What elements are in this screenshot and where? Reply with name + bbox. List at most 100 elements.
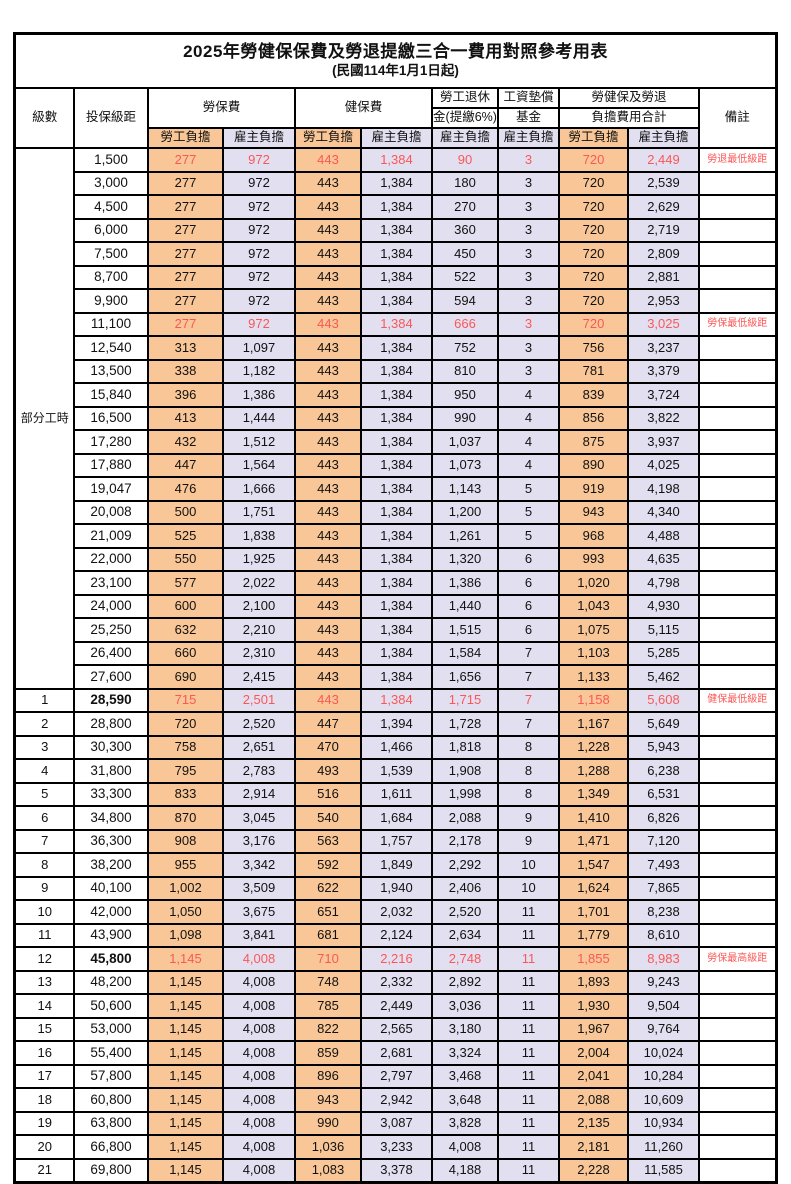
health-employee-cell: 493 (293, 758, 362, 784)
total-employee-cell: 2,228 (557, 1157, 629, 1184)
total-employer-cell: 3,822 (626, 405, 700, 431)
level-cell: 4 (13, 758, 75, 784)
remark-cell (697, 805, 778, 831)
labor-employee-cell: 277 (146, 194, 224, 220)
labor-employee-cell: 758 (146, 734, 224, 760)
health-employer-cell: 1,849 (359, 852, 433, 878)
bracket-cell: 28,590 (72, 687, 149, 713)
total-employer-cell: 3,237 (626, 335, 700, 361)
health-employee-cell: 443 (293, 217, 362, 243)
total-employer-cell: 9,764 (626, 1016, 700, 1042)
health-employer-cell: 1,611 (359, 781, 433, 807)
health-employer-cell: 1,384 (359, 147, 433, 173)
subheader-total-employee: 勞工負擔 (557, 127, 629, 149)
labor-employer-cell: 972 (221, 147, 296, 173)
health-employer-cell: 1,539 (359, 758, 433, 784)
wage-fund-employer-cell: 11 (496, 1063, 560, 1089)
table-row: 13,500 338 1,182 443 1,384 810 3 781 3,379 (15, 358, 778, 384)
health-employer-cell: 3,378 (359, 1157, 433, 1184)
total-employer-cell: 2,809 (626, 241, 700, 267)
pension-employer-cell: 1,998 (430, 781, 499, 807)
bracket-cell: 9,900 (72, 288, 149, 314)
health-employee-cell: 592 (293, 852, 362, 878)
level-cell: 9 (13, 875, 75, 901)
health-employer-cell: 1,384 (359, 311, 433, 337)
labor-employee-cell: 277 (146, 147, 224, 173)
pension-employer-cell: 2,406 (430, 875, 499, 901)
health-employer-cell: 1,384 (359, 546, 433, 572)
pension-employer-cell: 810 (430, 358, 499, 384)
total-employee-cell: 856 (557, 405, 629, 431)
total-employee-cell: 1,167 (557, 711, 629, 737)
table-row: 3,000 277 972 443 1,384 180 3 720 2,539 (15, 170, 778, 196)
total-employee-cell: 720 (557, 288, 629, 314)
level-cell: 21 (13, 1157, 75, 1184)
table-row: 21,009 525 1,838 443 1,384 1,261 5 968 4,488 (15, 523, 778, 549)
labor-employer-cell: 1,925 (221, 546, 296, 572)
level-cell: 11 (13, 922, 75, 948)
remark-cell (697, 382, 778, 408)
pension-employer-cell: 180 (430, 170, 499, 196)
health-employer-cell: 2,124 (359, 922, 433, 948)
header-row-2: 金(提繳6%) 基金 負擔費用合計 (15, 107, 776, 129)
health-employee-cell: 443 (293, 617, 362, 643)
labor-employer-cell: 1,386 (221, 382, 296, 408)
health-employee-cell: 443 (293, 546, 362, 572)
labor-employee-cell: 600 (146, 593, 224, 619)
labor-employer-cell: 2,310 (221, 640, 296, 666)
health-employee-cell: 443 (293, 335, 362, 361)
header-remark: 備註 (697, 87, 778, 149)
health-employer-cell: 1,384 (359, 593, 433, 619)
level-cell: 2 (13, 711, 75, 737)
labor-employer-cell: 3,841 (221, 922, 296, 948)
level-cell: 8 (13, 852, 75, 878)
bracket-cell: 40,100 (72, 875, 149, 901)
table-row: 4,500 277 972 443 1,384 270 3 720 2,629 (15, 194, 778, 220)
labor-employer-cell: 3,176 (221, 828, 296, 854)
pension-employer-cell: 1,386 (430, 570, 499, 596)
remark-cell (697, 405, 778, 431)
bracket-cell: 7,500 (72, 241, 149, 267)
total-employer-cell: 10,609 (626, 1087, 700, 1113)
fee-table: 2025年勞健保保費及勞退提繳三合一費用對照參考用表 (民國114年1月1日起)… (13, 32, 778, 1184)
health-employer-cell: 2,449 (359, 993, 433, 1019)
remark-cell (697, 617, 778, 643)
labor-employee-cell: 1,145 (146, 946, 224, 972)
remark-cell: 勞保最低級距 (697, 311, 778, 337)
table-row: 17,280 432 1,512 443 1,384 1,037 4 875 3,937 (15, 429, 778, 455)
table-row: 6 34,800 870 3,045 540 1,684 2,088 9 1,410 6,826 (13, 805, 778, 831)
table-row: 10 42,000 1,050 3,675 651 2,032 2,520 11 1,701 8,… (13, 899, 778, 925)
labor-employee-cell: 447 (146, 452, 224, 478)
labor-employer-cell: 3,045 (221, 805, 296, 831)
total-employee-cell: 720 (557, 194, 629, 220)
remark-cell (697, 1040, 778, 1066)
level-cell: 16 (13, 1040, 75, 1066)
health-employee-cell: 1,036 (293, 1134, 362, 1160)
pension-employer-cell: 1,818 (430, 734, 499, 760)
labor-employee-cell: 1,145 (146, 1110, 224, 1136)
labor-employer-cell: 972 (221, 194, 296, 220)
wage-fund-employer-cell: 3 (496, 147, 560, 173)
total-employee-cell: 1,701 (557, 899, 629, 925)
labor-employer-cell: 1,564 (221, 452, 296, 478)
bracket-cell: 8,700 (72, 264, 149, 290)
total-employer-cell: 4,930 (626, 593, 700, 619)
health-employer-cell: 1,384 (359, 335, 433, 361)
health-employer-cell: 2,216 (359, 946, 433, 972)
wage-fund-employer-cell: 11 (496, 1016, 560, 1042)
labor-employee-cell: 955 (146, 852, 224, 878)
total-employee-cell: 720 (557, 170, 629, 196)
total-employer-cell: 2,539 (626, 170, 700, 196)
health-employee-cell: 622 (293, 875, 362, 901)
health-employee-cell: 443 (293, 311, 362, 337)
labor-employer-cell: 4,008 (221, 1040, 296, 1066)
labor-employer-cell: 1,097 (221, 335, 296, 361)
total-employer-cell: 5,285 (626, 640, 700, 666)
wage-fund-employer-cell: 9 (496, 805, 560, 831)
remark-cell (697, 593, 778, 619)
health-employee-cell: 859 (293, 1040, 362, 1066)
wage-fund-employer-cell: 8 (496, 734, 560, 760)
labor-employer-cell: 4,008 (221, 1110, 296, 1136)
pension-employer-cell: 90 (430, 147, 499, 173)
pension-employer-cell: 2,892 (430, 969, 499, 995)
